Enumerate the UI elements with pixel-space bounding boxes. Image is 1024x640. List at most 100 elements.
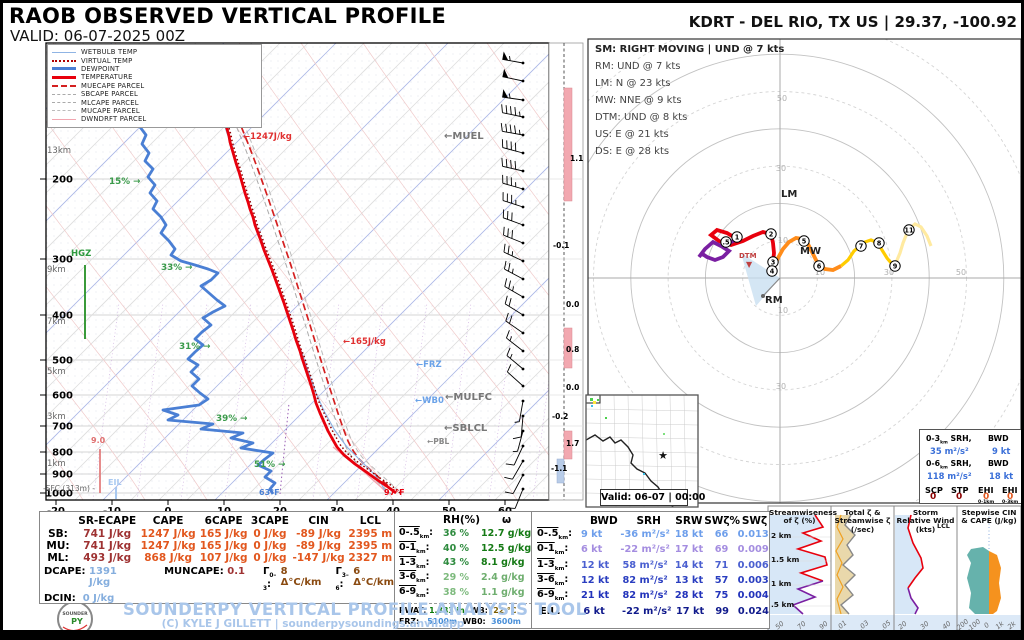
panel-axis-tick: 70 <box>796 620 808 630</box>
legend-item: TEMPERATURE <box>52 73 257 81</box>
bwd-0-6-label: BWD <box>988 459 1009 468</box>
rh-annotation: 31% → <box>179 342 211 352</box>
omega-value: 1.1 <box>570 154 583 163</box>
sounderpy-logo: SOUNDER PY VERSION <box>57 601 93 630</box>
hodo-height-marker: 6 <box>817 262 822 270</box>
rh-annotation: 33% → <box>161 263 193 273</box>
ehi03-value: 0 <box>1007 492 1014 502</box>
cape-max-label: ←1247J/kg <box>243 132 292 142</box>
hodo-ring-label: 30 <box>776 164 786 173</box>
dwndrft-line-icon <box>52 118 76 120</box>
sfc-dewpoint-label: 63°F <box>259 488 280 497</box>
rm-marker-label: RM <box>765 295 783 306</box>
shear-row: 6-9km: 21 kt 82 m²/s² 28 kt 75 0.004 <box>537 589 769 603</box>
storm-motion-dtm: DTM: UND @ 8 kts <box>595 112 688 123</box>
moist-row: 6-9km: 38 % 1.1 g/kg <box>399 586 525 600</box>
rh-header: RH(%) <box>443 514 480 526</box>
table-row-mu: MU: 741 J/kg 1247 J/kg 165 J/kg 0 J/kg -89… <box>46 540 393 552</box>
panel-axis-tick: 20 <box>897 620 909 630</box>
ehi01-header: EHI 0-1km <box>978 485 995 505</box>
lm-marker-label: LM <box>781 189 798 200</box>
pressure-tick: 500 <box>52 356 73 367</box>
rh-annotation: 15% → <box>109 177 141 187</box>
lcl-sub-label: LCL <box>937 522 950 530</box>
hodo-height-marker: 8 <box>877 239 882 247</box>
mucape-line-icon <box>52 110 76 112</box>
streamwiseness-fill <box>769 515 827 614</box>
omega-value: -1.1 <box>551 464 567 473</box>
streamwise-zeta-trace <box>835 514 844 615</box>
omega-value: 0.8 <box>566 345 579 354</box>
temperature-line-icon <box>52 75 76 79</box>
panel-axis-tick: .01 <box>835 619 848 630</box>
legend-item: DWNDRFT PARCEL <box>52 115 257 123</box>
pressure-tick: 600 <box>52 391 73 402</box>
omega-value: -0.2 <box>552 412 568 421</box>
low-lapse-label: 9.0 <box>91 436 106 445</box>
moisture-table: RH(%) ω 0-.5km: 36 % 12.7 g/kg 0-1km: 40 % 12… <box>394 511 533 629</box>
stepwise-cape-fill <box>989 551 1001 614</box>
ehi01-value: 0 <box>983 492 990 502</box>
lapse-0-3-label: Γ0–3: <box>262 566 277 592</box>
storm-motion-sm: SM: RIGHT MOVING | UND @ 7 kts <box>595 44 785 55</box>
height-label-0-5km: .5 km <box>771 600 795 609</box>
thermo-table: SR-ECAPE CAPE 6CAPE 3CAPE CIN LCL SB: 741 J… <box>39 511 395 604</box>
rm-point <box>761 294 765 298</box>
muncape-label: MUNCAPE: <box>164 566 224 577</box>
total-zeta-trace <box>839 514 857 615</box>
pressure-tick: 800 <box>52 448 73 459</box>
hodo-ring-label: 10 <box>778 236 788 245</box>
swzeta-header: SWζ <box>741 515 768 527</box>
svg-text:SOUNDER: SOUNDER <box>62 611 88 617</box>
table-row-ml: ML: 493 J/kg 868 J/kg 107 J/kg 0 J/kg -147… <box>47 552 393 564</box>
skewt-legend: WETBULB TEMP VIRTUAL TEMP DEWPOINT TEMPE… <box>47 44 262 128</box>
pressure-tick: 900 <box>52 470 73 481</box>
total-zeta-fill <box>835 515 855 614</box>
stp-value: 0 <box>956 492 963 502</box>
panel-axis-tick: 1k <box>994 619 1006 630</box>
pressure-tick: 300 <box>52 255 73 266</box>
hodo-ring-label: 10 <box>778 306 788 315</box>
panel-axis-tick: 50 <box>774 620 786 630</box>
srw-header: SRW <box>675 515 703 527</box>
table-row-sb: SB: 741 J/kg 1247 J/kg 165 J/kg 0 J/kg -89… <box>48 528 393 540</box>
radar-echoes <box>590 398 665 475</box>
frz-label: FRZ: <box>399 616 420 626</box>
wb0-label: ←WB0 <box>415 396 444 406</box>
height-tick: 7km <box>47 317 66 327</box>
hodo-trace-1-3km <box>707 227 776 271</box>
storm-motion-ds: DS: E @ 28 kts <box>595 146 670 157</box>
panel-axis-tick: .03 <box>857 619 870 630</box>
hodograph-frame <box>587 38 1021 504</box>
legend-item: MLCAPE PARCEL <box>52 98 257 107</box>
pressure-tick: 700 <box>52 422 73 433</box>
bwd-0-6-value: 18 kt <box>989 471 1014 481</box>
dcape-value: 1391 J/kg <box>89 566 117 588</box>
height-tick: 1km <box>47 459 66 469</box>
wb-label: WB: <box>470 605 488 615</box>
station-marker-icon: ★ <box>658 449 668 462</box>
dcin-label: DCIN: <box>44 593 76 604</box>
legend-item: VIRTUAL TEMP <box>52 56 257 65</box>
map-valid-label: Valid: 06-07 | 00:00 <box>600 489 705 506</box>
inset-map: ★ <box>586 395 698 507</box>
srw-trace-lower <box>907 587 919 615</box>
srw-trace-upper <box>907 514 924 589</box>
hodo-ring-label: 30 <box>884 268 894 277</box>
moist-row: 3-6km: 29 % 2.4 g/kg <box>399 571 525 585</box>
height-label-2km: 2 km <box>771 531 792 540</box>
hodo-height-marker: 1 <box>735 233 740 241</box>
srh-0-3-label: 0-3km SRH, <box>926 434 972 446</box>
sfc-height-label: -SFC (313m) - <box>43 484 95 493</box>
panel-title-total-zeta: Total ζ & Streamwise ζ (/sec) <box>834 508 891 534</box>
valid-time: VALID: 06-07-2025 00Z <box>10 27 186 45</box>
hodo-height-marker: 9 <box>893 262 898 270</box>
moist-row: 0-1km: 40 % 12.5 g/kg <box>399 541 532 555</box>
height-tick: 9km <box>47 265 66 275</box>
ehi03-header: EHI 0-3km <box>1002 485 1019 505</box>
bwd-0-3-label: BWD <box>988 434 1009 443</box>
panel-axis-tick: 2k <box>1006 619 1018 630</box>
srh-header: SRH <box>636 515 661 527</box>
srh-0-6-label: 0-6km SRH, <box>926 459 972 471</box>
